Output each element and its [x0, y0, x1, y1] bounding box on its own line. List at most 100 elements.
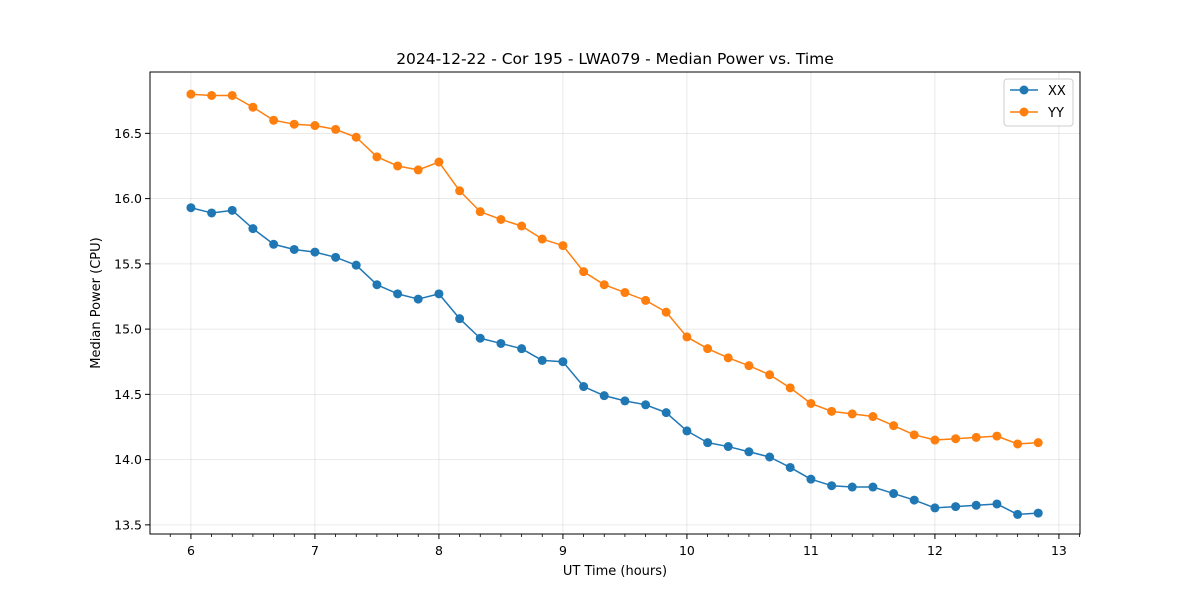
y-tick-label: 14.0: [114, 452, 142, 467]
x-axis-label: UT Time (hours): [563, 564, 667, 579]
x-tick-label: 11: [803, 543, 819, 558]
data-point-yy: [227, 90, 237, 100]
data-point-yy: [930, 435, 940, 445]
data-point-xx: [186, 203, 196, 213]
legend: XX YY: [1003, 78, 1074, 127]
data-point-xx: [765, 452, 775, 462]
data-point-xx: [517, 344, 527, 354]
data-point-yy: [682, 332, 692, 342]
data-point-xx: [971, 500, 981, 510]
data-point-xx: [455, 314, 465, 324]
data-point-yy: [579, 267, 589, 277]
data-point-xx: [207, 208, 217, 218]
x-tick-label: 8: [435, 543, 443, 558]
data-point-yy: [703, 344, 713, 354]
x-axis-ticks: 6 7 8 9 10 11 12 13: [169, 534, 1080, 558]
legend-label-yy: YY: [1047, 106, 1064, 121]
data-point-yy: [537, 234, 547, 244]
x-tick-label: 12: [927, 543, 943, 558]
data-point-xx: [620, 396, 630, 406]
chart-title: 2024-12-22 - Cor 195 - LWA079 - Median P…: [396, 50, 834, 68]
data-point-xx: [682, 426, 692, 436]
data-point-yy: [620, 288, 630, 298]
axes-frame: [149, 71, 1081, 535]
series-xx: [186, 203, 1043, 519]
data-point-xx: [579, 382, 589, 392]
data-point-yy: [723, 353, 733, 363]
data-point-yy: [558, 241, 568, 251]
data-point-yy: [475, 207, 485, 217]
data-point-xx: [868, 482, 878, 492]
data-point-yy: [372, 152, 382, 162]
y-tick-label: 14.5: [114, 387, 142, 402]
y-tick-label: 16.0: [114, 191, 142, 206]
data-point-xx: [475, 333, 485, 343]
data-point-xx: [289, 244, 299, 254]
data-point-yy: [331, 124, 341, 134]
x-tick-label: 10: [679, 543, 695, 558]
data-point-xx: [1013, 509, 1023, 519]
data-point-xx: [331, 252, 341, 262]
data-point-yy: [951, 434, 961, 444]
data-point-yy: [599, 280, 609, 290]
data-point-yy: [393, 161, 403, 171]
data-point-yy: [248, 102, 258, 112]
data-point-yy: [186, 89, 196, 99]
data-point-yy: [413, 165, 423, 175]
data-point-xx: [744, 447, 754, 457]
data-point-yy: [765, 370, 775, 380]
data-point-yy: [517, 221, 527, 231]
y-tick-label: 16.5: [114, 126, 142, 141]
x-tick-label: 6: [187, 543, 195, 558]
data-point-yy: [434, 157, 444, 167]
data-point-xx: [847, 482, 857, 492]
data-point-xx: [599, 391, 609, 401]
data-point-xx: [827, 481, 837, 491]
data-point-xx: [310, 247, 320, 257]
data-point-yy: [661, 307, 671, 317]
data-point-yy: [269, 115, 279, 125]
data-point-yy: [909, 430, 919, 440]
x-tick-label: 9: [559, 543, 567, 558]
data-point-xx: [372, 280, 382, 290]
data-point-xx: [1033, 508, 1043, 518]
data-point-xx: [889, 489, 899, 499]
y-tick-label: 13.5: [114, 517, 142, 532]
data-point-yy: [744, 361, 754, 371]
data-point-xx: [248, 224, 258, 234]
data-point-yy: [641, 295, 651, 305]
y-tick-label: 15.0: [114, 322, 142, 337]
data-point-xx: [434, 289, 444, 299]
data-point-yy: [868, 412, 878, 422]
data-point-xx: [723, 442, 733, 452]
data-point-xx: [227, 205, 237, 215]
data-point-xx: [537, 355, 547, 365]
data-point-yy: [785, 383, 795, 393]
data-point-yy: [806, 398, 816, 408]
x-tick-label: 13: [1051, 543, 1067, 558]
data-point-yy: [351, 132, 361, 142]
data-point-yy: [847, 409, 857, 419]
data-point-xx: [641, 400, 651, 410]
grid: [150, 72, 1080, 534]
data-point-yy: [992, 431, 1002, 441]
legend-label-xx: XX: [1048, 84, 1066, 99]
data-point-xx: [703, 438, 713, 448]
data-point-xx: [393, 289, 403, 299]
data-point-yy: [971, 432, 981, 442]
data-point-xx: [909, 495, 919, 505]
data-point-xx: [930, 503, 940, 513]
y-axis-ticks: 13.5 14.0 14.5 15.0 15.5 16.0 16.5: [114, 126, 150, 532]
x-tick-label: 7: [311, 543, 319, 558]
data-point-xx: [351, 260, 361, 270]
data-point-xx: [413, 294, 423, 304]
data-point-xx: [992, 499, 1002, 509]
data-point-yy: [207, 90, 217, 100]
data-point-xx: [558, 357, 568, 367]
data-point-xx: [785, 462, 795, 472]
data-point-xx: [269, 239, 279, 249]
data-point-yy: [289, 119, 299, 129]
data-point-xx: [951, 502, 961, 512]
